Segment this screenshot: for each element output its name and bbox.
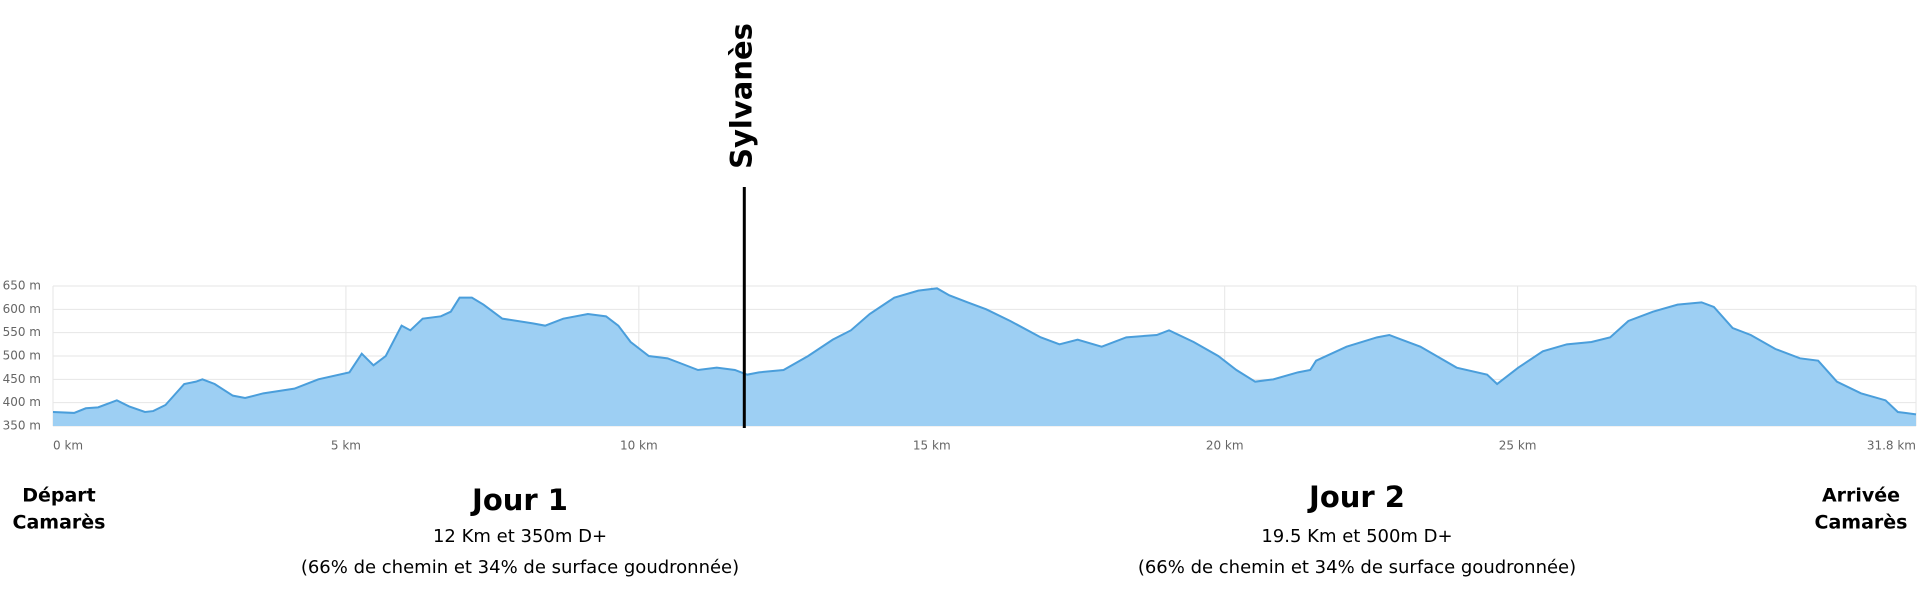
end-label: Camarès	[1815, 512, 1908, 534]
x-tick-label: 25 km	[1499, 439, 1537, 453]
y-tick-label: 500 m	[3, 349, 41, 363]
x-tick-label: 15 km	[913, 439, 951, 453]
x-tick-label: 10 km	[620, 439, 658, 453]
y-tick-label: 600 m	[3, 302, 41, 316]
end-label: Arrivée	[1822, 485, 1900, 507]
day-surface: (66% de chemin et 34% de surface goudron…	[1138, 557, 1576, 578]
y-tick-label: 400 m	[3, 395, 41, 409]
day-surface: (66% de chemin et 34% de surface goudron…	[301, 557, 739, 578]
x-tick-label: 0 km	[53, 439, 83, 453]
x-tick-label: 20 km	[1206, 439, 1244, 453]
marker-label: Sylvanès	[724, 23, 758, 169]
day-distance: 12 Km et 350m D+	[433, 526, 607, 547]
line	[52, 287, 1917, 416]
start-label: Camarès	[13, 512, 106, 534]
y-tick-label: 350 m	[3, 419, 41, 433]
y-tick-label: 650 m	[3, 279, 41, 293]
y-tick-label: 450 m	[3, 372, 41, 386]
day-distance: 19.5 Km et 500m D+	[1261, 526, 1452, 547]
start-label: Départ	[22, 485, 96, 507]
area	[53, 288, 1916, 426]
x-tick-label: 5 km	[331, 439, 361, 453]
y-tick-label: 550 m	[3, 325, 41, 339]
day-title: Jour 2	[1307, 480, 1405, 514]
day-title: Jour 1	[470, 483, 568, 517]
x-tick-label: 31.8 km	[1867, 439, 1916, 453]
